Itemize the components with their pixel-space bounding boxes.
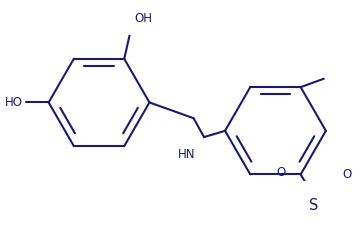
- Text: O: O: [277, 166, 286, 179]
- Text: O: O: [343, 168, 352, 181]
- Text: HO: HO: [4, 96, 22, 109]
- Text: S: S: [309, 198, 318, 213]
- Text: OH: OH: [135, 12, 153, 25]
- Text: HN: HN: [178, 148, 195, 160]
